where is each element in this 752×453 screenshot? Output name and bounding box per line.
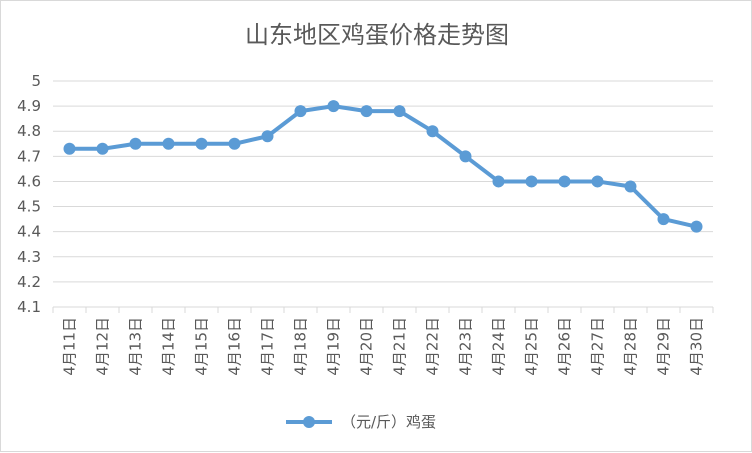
x-tick-label: 4月17日 [259, 317, 277, 376]
data-point [393, 105, 406, 118]
data-point [327, 100, 340, 113]
x-tick-label: 4月11日 [61, 317, 79, 376]
data-point [261, 130, 274, 143]
x-tick-label: 4月24日 [490, 317, 508, 376]
y-tick-label: 4.2 [17, 273, 41, 291]
x-tick-label: 4月28日 [622, 317, 640, 376]
data-point [459, 150, 472, 163]
y-tick-label: 5 [31, 72, 41, 90]
data-point [525, 175, 538, 188]
x-tick-label: 4月19日 [325, 317, 343, 376]
y-tick-label: 4.1 [17, 298, 41, 316]
x-tick-label: 4月27日 [589, 317, 607, 376]
data-point [657, 213, 670, 226]
data-point [591, 175, 604, 188]
legend-label: （元/斤）鸡蛋 [341, 413, 436, 431]
x-tick-label: 4月21日 [391, 317, 409, 376]
x-tick-label: 4月25日 [523, 317, 541, 376]
data-point [690, 220, 703, 233]
x-tick-label: 4月16日 [226, 317, 244, 376]
x-tick-label: 4月12日 [94, 317, 112, 376]
x-tick-label: 4月15日 [193, 317, 211, 376]
data-point [294, 105, 307, 118]
y-axis: 4.1 4.2 4.3 4.4 4.5 4.6 4.7 4.8 4.9 5 [17, 72, 41, 316]
y-tick-label: 4.6 [17, 172, 41, 190]
y-tick-label: 4.8 [17, 122, 41, 140]
data-point [558, 175, 571, 188]
x-axis: 4月11日 4月12日 4月13日 4月14日 4月15日 4月16日 4月17日 4月18日… [52, 306, 714, 376]
x-tick-label: 4月23日 [457, 317, 475, 376]
data-point [63, 142, 76, 155]
y-tick-label: 4.7 [17, 147, 41, 165]
x-tick-label: 4月26日 [556, 317, 574, 376]
data-point [624, 180, 637, 193]
x-tick-label: 4月29日 [655, 317, 673, 376]
data-point [492, 175, 505, 188]
y-tick-label: 4.9 [17, 97, 41, 115]
data-point [228, 137, 241, 150]
y-tick-label: 4.4 [17, 223, 41, 241]
data-point [426, 125, 439, 138]
data-point [162, 137, 175, 150]
x-tick-label: 4月18日 [292, 317, 310, 376]
data-point [360, 105, 373, 118]
series-group [63, 100, 703, 233]
legend: （元/斤）鸡蛋 [286, 413, 436, 431]
x-tick-label: 4月13日 [127, 317, 145, 376]
series-line [69, 104, 697, 229]
gridlines [53, 80, 713, 308]
data-point [96, 142, 109, 155]
y-tick-label: 4.3 [17, 248, 41, 266]
x-tick-label: 4月30日 [688, 317, 706, 376]
legend-marker-swatch [303, 416, 315, 428]
y-tick-label: 4.5 [17, 198, 41, 216]
x-tick-label: 4月14日 [160, 317, 178, 376]
chart-title: 山东地区鸡蛋价格走势图 [245, 21, 509, 49]
x-tick-label: 4月22日 [424, 317, 442, 376]
data-point [195, 137, 208, 150]
data-point [129, 137, 142, 150]
x-tick-label: 4月20日 [358, 317, 376, 376]
